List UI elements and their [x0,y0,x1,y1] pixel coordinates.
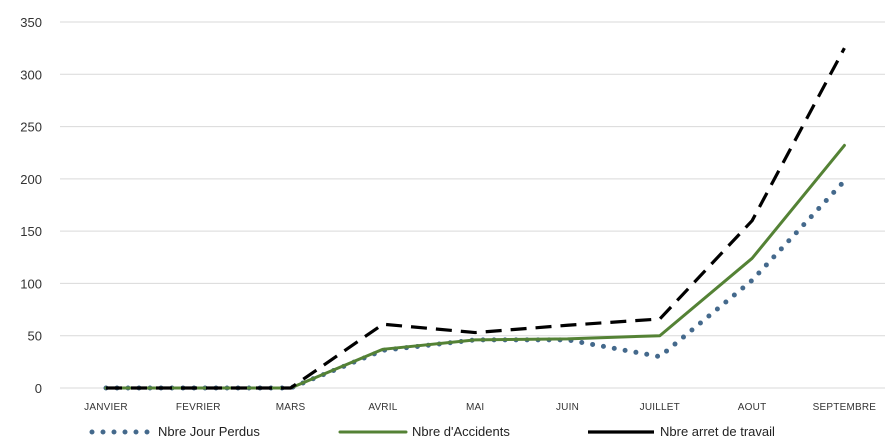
legend-label: Nbre arret de travail [660,424,775,439]
y-tick-label: 350 [20,15,42,30]
y-axis-ticks: 0 50 100 150 200 250 300 350 [20,15,42,396]
x-tick-label: JUIN [556,402,579,413]
x-tick-label: AVRIL [368,402,397,413]
y-tick-label: 100 [20,276,42,291]
series-lines [103,47,847,391]
x-tick-label: AOUT [738,402,767,413]
gridlines [60,21,885,389]
x-tick-label: MAI [466,402,484,413]
legend-label: Nbre Jour Perdus [158,424,260,439]
series-line-3 [106,47,846,390]
x-tick-label: FEVRIER [176,402,221,413]
legend: Nbre Jour Perdus Nbre d'Accidents Nbre arr… [89,424,775,439]
series-line-2 [104,143,846,390]
x-axis-ticks: JANVIER FEVRIER MARS AVRIL MAI JUIN JUILLET AOU… [84,402,876,413]
x-tick-label: JUILLET [640,402,680,413]
y-tick-label: 50 [28,329,42,344]
y-tick-label: 0 [35,381,42,396]
y-tick-label: 150 [20,224,42,239]
x-tick-label: JANVIER [84,402,128,413]
legend-label: Nbre d'Accidents [412,424,510,439]
series-line-1 [103,178,847,391]
x-tick-label: MARS [276,402,306,413]
x-tick-label: SEPTEMBRE [813,402,877,413]
y-tick-label: 300 [20,67,42,82]
y-tick-label: 250 [20,120,42,135]
y-tick-label: 200 [20,172,42,187]
